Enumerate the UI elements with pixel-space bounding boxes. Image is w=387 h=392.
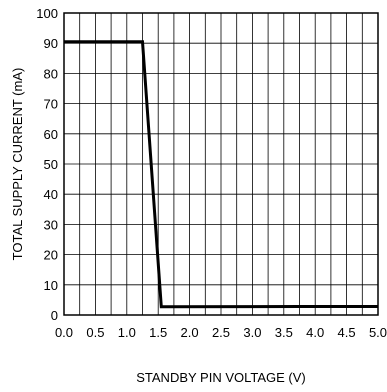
x-tick-label: 4.5 [338, 325, 356, 340]
y-axis-label: TOTAL SUPPLY CURRENT (mA) [10, 68, 25, 261]
x-tick-labels: 0.0 0.5 1.0 1.5 2.0 2.5 3.0 3.5 4.0 4.5 5.0 [55, 325, 387, 340]
x-tick-label: 0.0 [55, 325, 73, 340]
y-tick-label: 70 [44, 97, 58, 112]
y-tick-label: 90 [44, 36, 58, 51]
grid [64, 13, 378, 315]
x-tick-label: 1.5 [149, 325, 167, 340]
x-tick-label: 1.0 [118, 325, 136, 340]
x-tick-label: 3.0 [243, 325, 261, 340]
series-layer [64, 40, 378, 309]
x-tick-label: 4.0 [306, 325, 324, 340]
x-tick-label: 2.0 [181, 325, 199, 340]
plot-frame [63, 12, 379, 316]
y-tick-label: 10 [44, 278, 58, 293]
y-tick-label: 40 [44, 187, 58, 202]
y-tick-label: 50 [44, 157, 58, 172]
y-tick-labels: 0 10 20 30 40 50 60 70 80 90 100 [36, 6, 58, 323]
y-tick-label: 80 [44, 66, 58, 81]
series-line [64, 40, 378, 309]
x-tick-label: 0.5 [86, 325, 104, 340]
x-tick-label: 3.5 [275, 325, 293, 340]
x-axis-label: STANDBY PIN VOLTAGE (V) [136, 370, 306, 385]
y-tick-label: 0 [51, 308, 58, 323]
y-tick-label: 30 [44, 217, 58, 232]
x-tick-label: 5.0 [369, 325, 387, 340]
y-tick-label: 100 [36, 6, 58, 21]
x-tick-label: 2.5 [212, 325, 230, 340]
y-tick-label: 60 [44, 127, 58, 142]
y-tick-label: 20 [44, 248, 58, 263]
